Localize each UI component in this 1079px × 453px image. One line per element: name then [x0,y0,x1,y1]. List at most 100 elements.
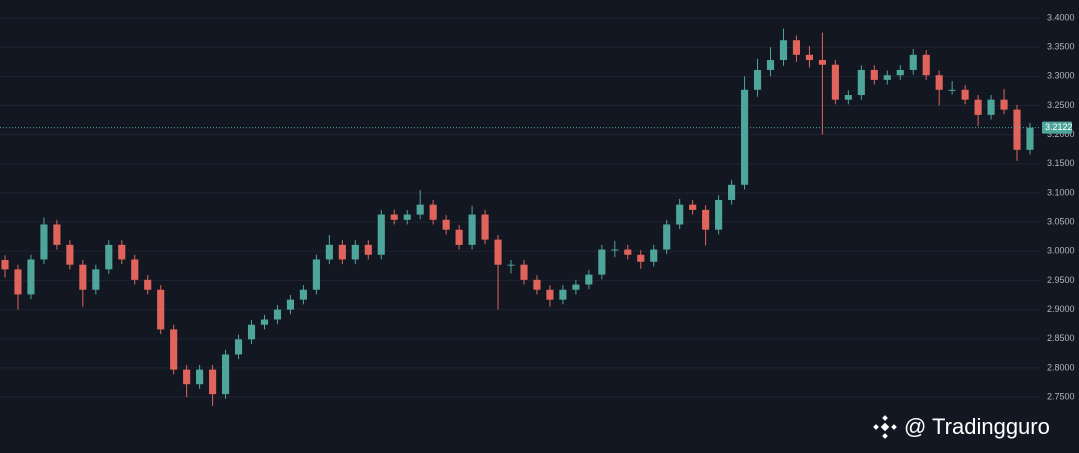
candle-body [753,69,762,90]
candle-body [53,224,61,245]
y-tick-label: 3.0500 [1047,217,1075,227]
candle-body [909,54,917,70]
candle-body [377,214,385,255]
logo-part [882,433,888,439]
candle-body [455,229,463,245]
candle-body [429,204,437,220]
grid [0,17,1040,398]
candle-body [118,244,126,260]
watermark: @ Tradingguro [873,414,1050,439]
candle-body [170,329,178,370]
candle-body [585,274,593,285]
candle-body [896,69,904,76]
y-tick-label: 2.9000 [1047,304,1075,314]
logo-part [891,424,897,430]
candle-body [598,249,606,275]
candle-body [247,324,256,340]
candle-body [273,309,282,320]
candle-body [299,289,307,300]
y-tick-label: 3.1500 [1047,158,1075,168]
candle-body [403,214,411,220]
candle-body [92,269,100,290]
candle-body [572,284,580,290]
y-tick-label: 3.2500 [1047,100,1075,110]
candle-body [818,60,826,65]
last-price-box [1042,121,1072,134]
candle-body [27,259,35,295]
candle-body [689,204,697,210]
candle-body [222,354,230,395]
candle-body [351,244,359,260]
y-tick-label: 2.8000 [1047,362,1075,372]
candle-body [209,369,217,395]
candle-body [637,254,645,262]
candle-body [728,184,736,200]
candle-body [961,89,969,100]
candle-body [676,204,684,225]
y-tick-label: 3.0000 [1047,246,1075,256]
y-tick-label: 3.1000 [1047,187,1075,197]
candle-body [1026,127,1034,150]
candle-body [870,69,878,80]
candle-body [805,54,813,61]
candle-body [416,204,424,215]
candle-body [779,40,788,61]
logo-part [882,415,888,421]
candle-body [883,75,891,80]
candle-body [546,289,554,300]
candle-body [987,99,995,115]
watermark-text: @ Tradingguro [904,414,1050,439]
candle-body [183,369,191,385]
candle-body [1,260,9,270]
candle-body [1000,99,1008,110]
candle-body [157,289,165,330]
candle-body [650,249,658,262]
candle-body [234,339,243,355]
candle-body [494,239,502,265]
candle-body [974,99,982,115]
y-tick-label: 2.7500 [1047,391,1075,401]
logo-part [873,424,879,430]
y-axis: 2.7500 2.8000 2.8500 2.9000 2.9500 3.0000 3.05… [1042,12,1075,401]
candle-body [857,69,865,96]
candle-body [14,269,22,295]
candle-body [1013,109,1021,150]
candle-body [702,209,710,230]
candle-body [364,244,372,255]
candle-body [520,264,528,280]
candle-body [481,214,489,240]
candle-body [144,279,152,290]
candle-body [468,214,476,245]
candle-body [611,249,619,251]
candle-body [442,219,450,230]
candle-body [792,40,801,55]
candle-body [740,89,749,185]
y-tick-label: 3.2000 [1047,129,1075,139]
candle-body [325,244,333,260]
candle-body [533,279,541,290]
candle-body [663,224,671,250]
candle-body [66,244,74,265]
y-tick-label: 3.3000 [1047,71,1075,81]
last-price-label: 3.2122 [1045,122,1073,132]
candles [0,28,1040,406]
candle-body [40,224,48,260]
candle-body [105,244,113,270]
candle-body [286,299,295,310]
candle-body [766,60,775,70]
candle-body [715,199,723,230]
candle-body [312,259,320,290]
y-tick-label: 3.3500 [1047,42,1075,52]
candle-body [390,214,398,220]
candle-body [948,89,956,91]
y-tick-label: 3.4000 [1047,12,1075,22]
candle-body [338,244,346,260]
y-tick-label: 2.9500 [1047,275,1075,285]
candle-body [935,75,943,90]
candle-body [507,264,515,266]
candle-body [196,369,204,385]
y-tick-label: 2.8500 [1047,333,1075,343]
